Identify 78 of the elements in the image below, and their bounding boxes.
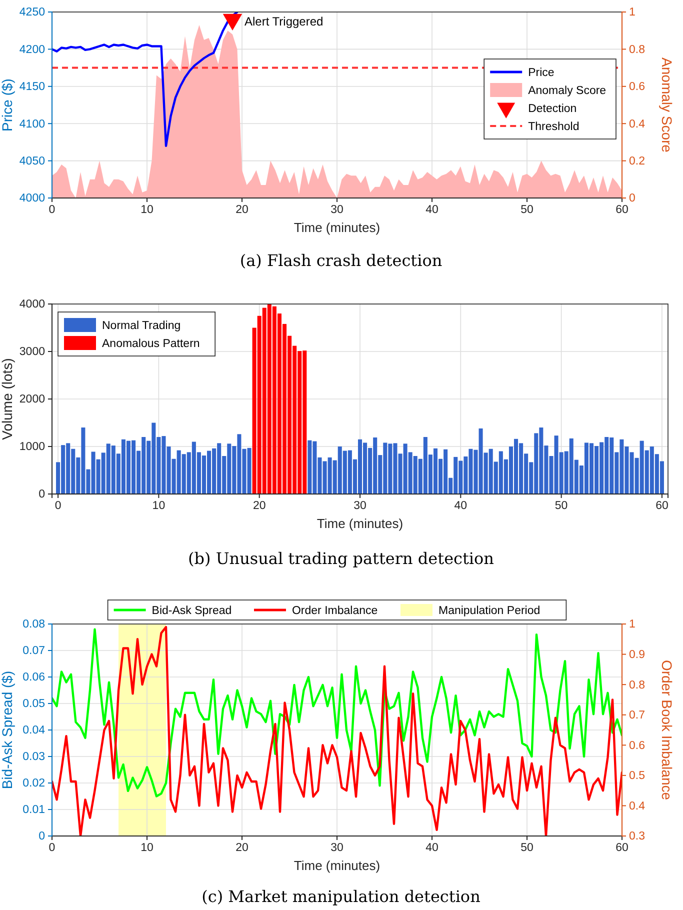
- legend-label: Threshold: [528, 121, 580, 133]
- x-tick-label: 60: [616, 204, 628, 216]
- y-axis-title: Price ($): [0, 78, 15, 132]
- legend-label: Anomaly Score: [528, 85, 606, 97]
- x-axis-title: Time (minutes): [294, 220, 380, 235]
- x-tick-label: 0: [54, 500, 62, 512]
- x-tick-label: 60: [616, 842, 628, 854]
- x-tick-label: 50: [554, 500, 568, 512]
- y-tick-label: 4050: [19, 155, 45, 168]
- text: (c) Market manipulation detection: [202, 887, 480, 906]
- x-tick-label: 0: [48, 204, 56, 216]
- y2-tick-label: 1: [629, 618, 636, 631]
- legend-label: Normal Trading: [102, 320, 181, 332]
- y-tick-label: 1000: [19, 441, 45, 454]
- x-tick-label: 40: [426, 842, 438, 854]
- y-tick-label: 4000: [19, 192, 45, 205]
- legend-label: Bid-Ask Spread: [152, 605, 232, 617]
- text: (a) Flash crash detection: [240, 251, 442, 270]
- line-series: [52, 628, 622, 798]
- x-tick-label: 10: [152, 500, 166, 512]
- y2-axis-title: Order Book Imbalance: [659, 660, 675, 800]
- y-tick-label: 3000: [19, 346, 45, 358]
- y-tick-label: 4150: [19, 81, 45, 94]
- y2-tick-label: 0: [629, 192, 636, 205]
- x-tick-label: 30: [330, 204, 344, 216]
- x-tick-label: 40: [454, 500, 468, 512]
- y2-tick-label: 0.8: [629, 679, 645, 692]
- y-tick-label: 4250: [19, 6, 45, 19]
- x-tick-label: 60: [656, 500, 668, 512]
- text: (b) Unusual trading pattern detection: [188, 549, 494, 568]
- y2-tick-label: 0.6: [629, 81, 645, 94]
- y-tick-label: 0.01: [22, 804, 45, 816]
- y-tick-label: 4100: [19, 118, 45, 130]
- y2-tick-label: 0.4: [629, 800, 646, 812]
- y2-tick-label: 0.4: [629, 118, 646, 130]
- y-tick-label: 4200: [19, 44, 45, 56]
- y-tick-label: 0.02: [22, 778, 45, 790]
- y2-tick-label: 0.6: [629, 740, 645, 752]
- y-tick-label: 0: [38, 488, 45, 501]
- y-tick-label: 0.07: [22, 645, 45, 658]
- y2-tick-label: 1: [629, 6, 636, 19]
- x-tick-label: 50: [520, 204, 534, 216]
- y2-tick-label: 0.8: [629, 44, 645, 56]
- y2-tick-label: 0.5: [629, 770, 645, 782]
- x-tick-label: 30: [354, 500, 366, 512]
- y-tick-label: 2000: [19, 394, 45, 406]
- y-tick-label: 4000: [19, 298, 45, 311]
- x-tick-label: 10: [140, 204, 154, 216]
- x-tick-label: 20: [236, 204, 248, 216]
- x-tick-label: 50: [520, 842, 534, 854]
- legend-label: Price: [528, 67, 554, 79]
- y-tick-label: 0.03: [22, 751, 45, 764]
- x-tick-label: 20: [236, 842, 248, 854]
- x-axis-title: Time (minutes): [294, 858, 380, 873]
- y2-axis-title: Anomaly Score: [659, 58, 675, 153]
- x-axis-title: Time (minutes): [316, 516, 404, 531]
- legend-label: Anomalous Pattern: [102, 338, 200, 350]
- y-tick-label: 0.04: [22, 724, 46, 737]
- y-tick-label: 0: [38, 830, 45, 843]
- y-axis-title: Volume (lots): [0, 358, 15, 440]
- y2-tick-label: 0.3: [629, 830, 645, 843]
- legend-label: Order Imbalance: [292, 605, 378, 617]
- x-tick-label: 0: [48, 842, 56, 854]
- x-tick-label: 20: [252, 500, 266, 512]
- y2-tick-label: 0.2: [629, 155, 645, 168]
- legend-label: Manipulation Period: [438, 605, 540, 617]
- y-tick-label: 0.08: [22, 618, 45, 631]
- x-tick-label: 30: [330, 842, 344, 854]
- y-axis-title: Bid-Ask Spread ($): [0, 670, 15, 790]
- y2-tick-label: 0.9: [629, 648, 645, 661]
- x-tick-label: 10: [140, 842, 154, 854]
- y-tick-label: 0.05: [22, 698, 45, 710]
- y-tick-label: 0.06: [22, 672, 45, 684]
- y2-tick-label: 0.7: [629, 710, 645, 722]
- x-tick-label: 40: [426, 204, 438, 216]
- legend-label: Detection: [528, 103, 577, 115]
- annotation: Alert Triggered: [244, 14, 324, 28]
- line-series: [52, 626, 622, 836]
